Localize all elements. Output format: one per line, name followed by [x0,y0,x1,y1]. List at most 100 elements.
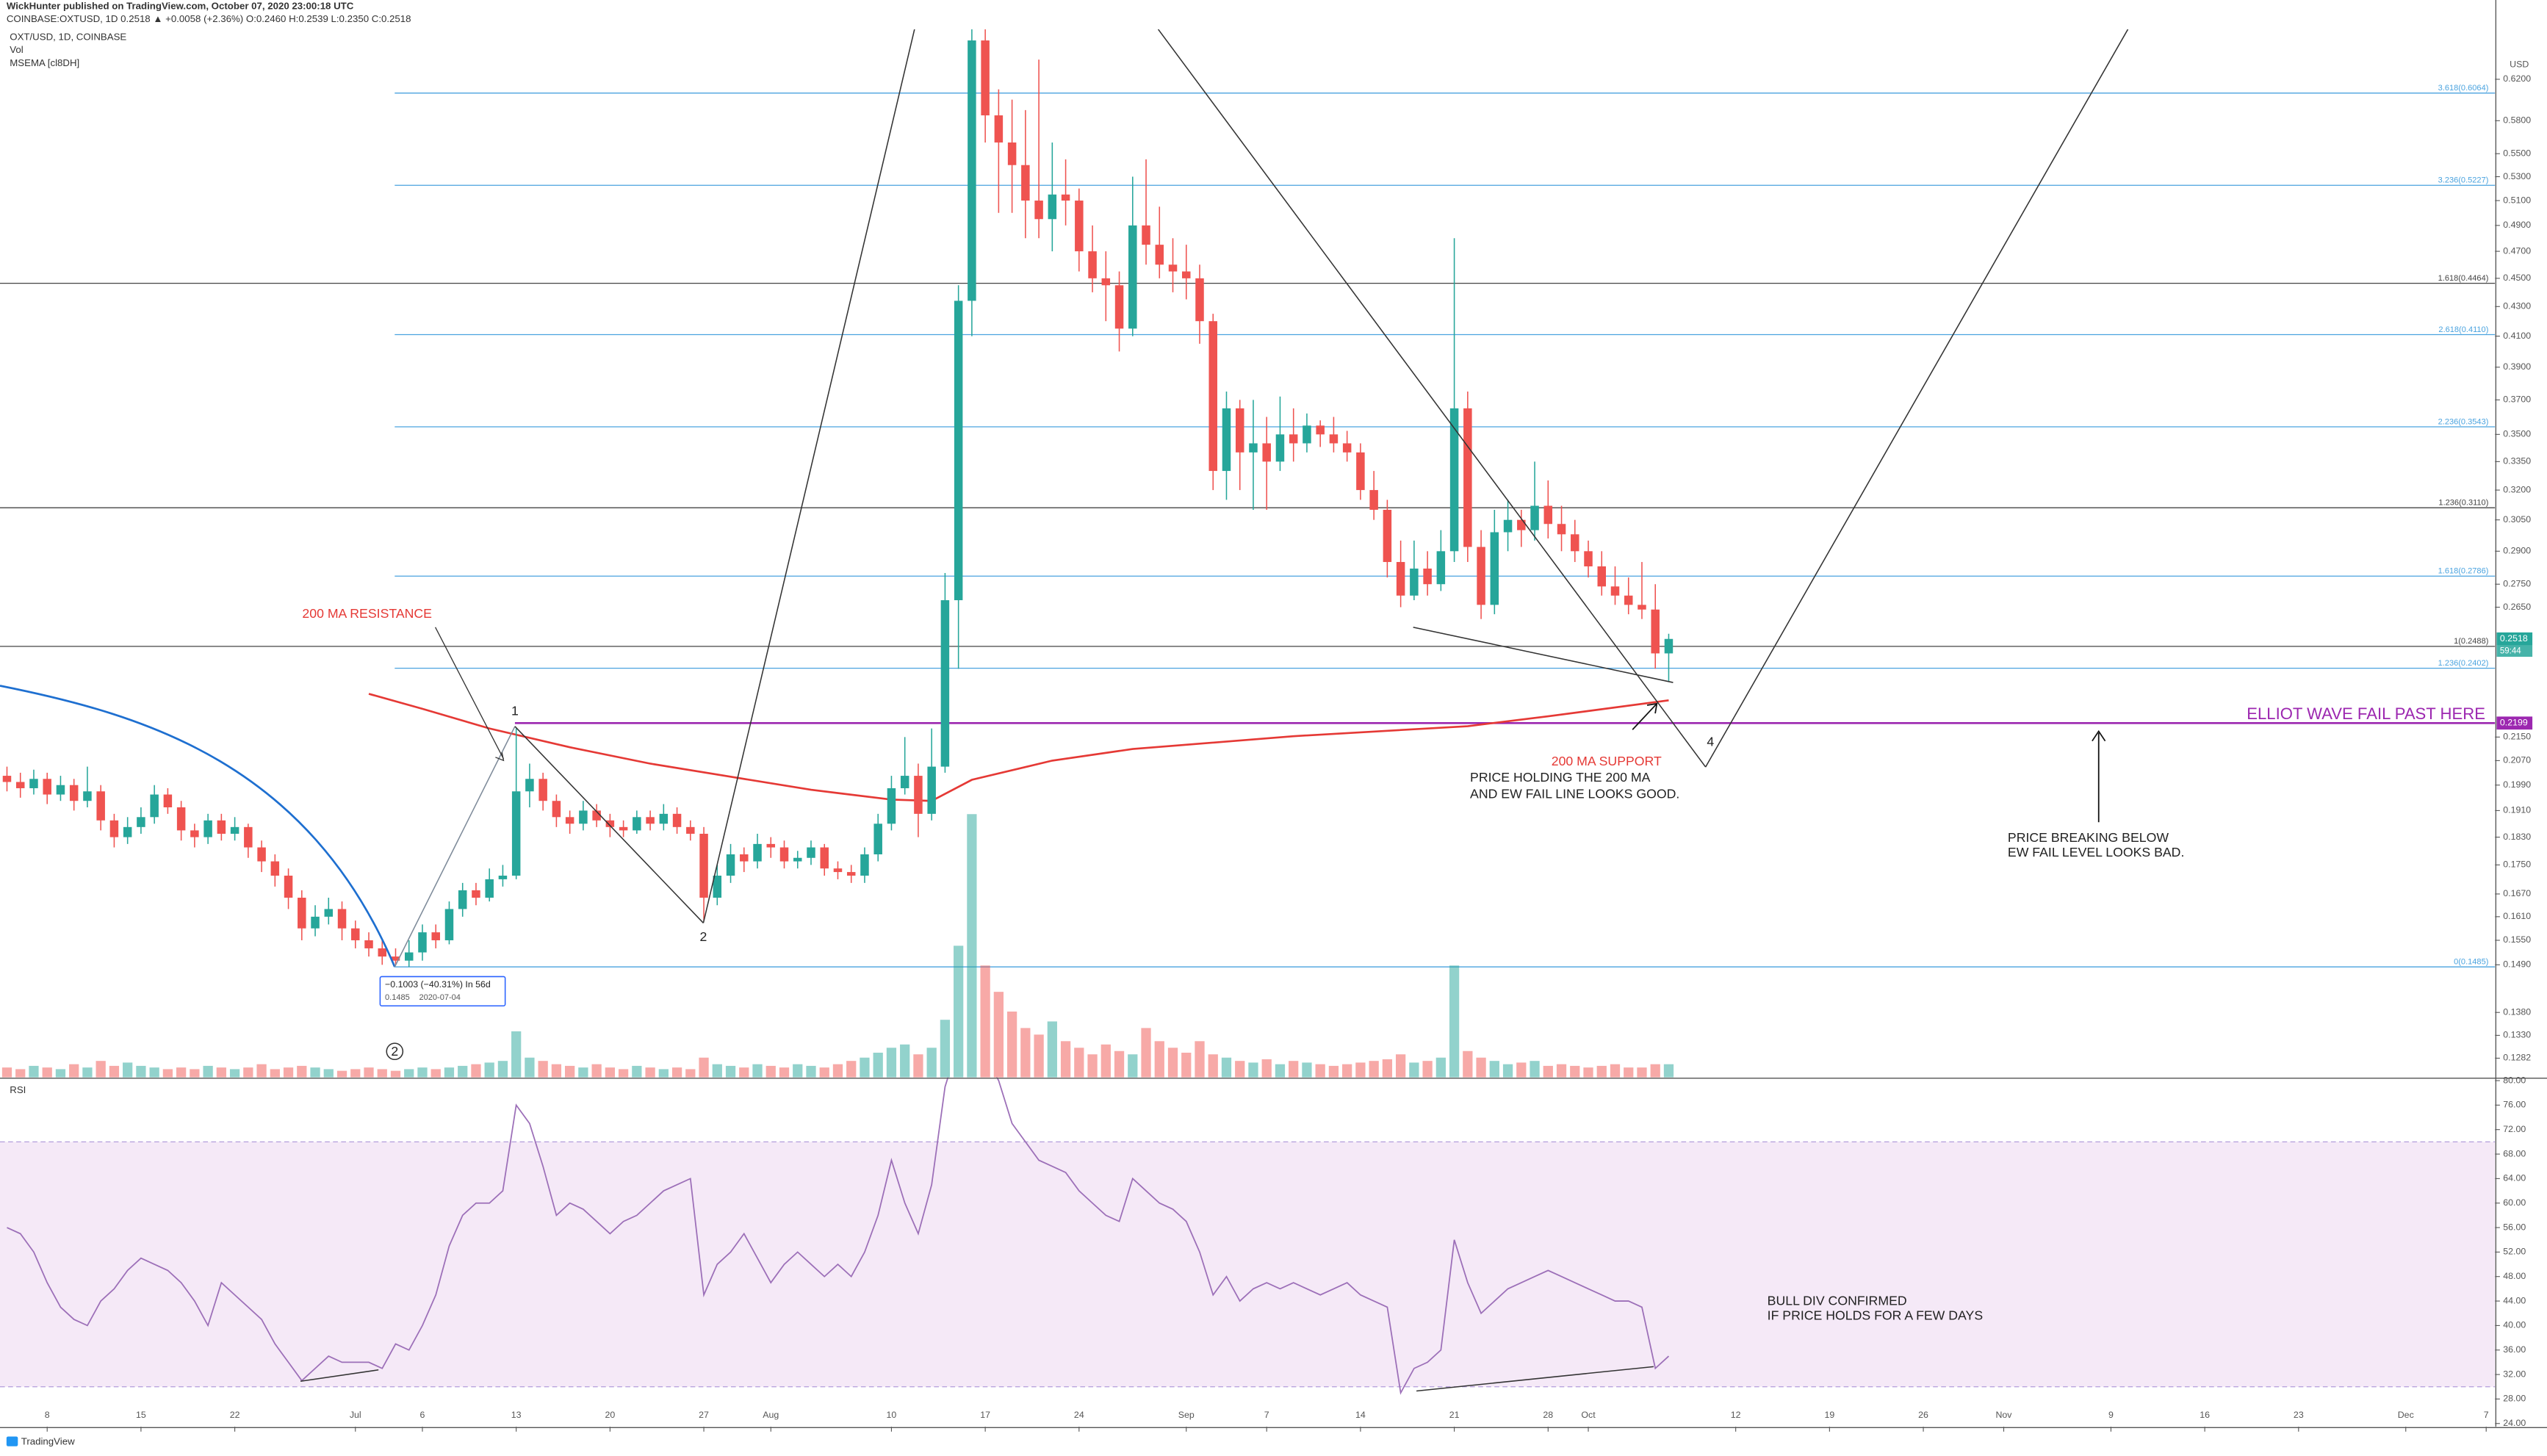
volume-bar [283,1067,294,1078]
volume-bar [725,1065,736,1078]
candle-body [284,875,293,898]
candle-body [1490,532,1499,605]
x-tick-label: 28 [1543,1410,1553,1420]
candle-body [1610,586,1620,596]
candle-body [1463,408,1472,547]
candle-body [56,785,65,795]
candle-body [833,868,843,873]
candle-body [1088,251,1097,278]
indicator-label: MSEMA [cl8DH] [10,57,79,68]
volume-bar [940,1020,951,1078]
x-tick-label: Dec [2398,1410,2414,1420]
fail-label: ELLIOT WAVE FAIL PAST HERE [2247,704,2485,723]
y-tick-label: 0.5300 [2503,171,2531,181]
volume-bar [832,1064,843,1078]
candle-body [1061,194,1070,201]
candle-body [270,861,280,876]
fib-label: 1.618(0.2786) [2438,567,2489,576]
volume-bar [471,1064,481,1078]
x-tick-label: 14 [1355,1410,1366,1420]
arrow-head [1646,702,1658,714]
candle-body [96,791,105,821]
candle-body [1195,278,1204,322]
y-tick-label: 0.5500 [2503,148,2531,158]
y-tick-label: 0.2650 [2503,602,2531,612]
candle-body [1222,408,1231,472]
y-tick-label: 0.4500 [2503,273,2531,283]
candle-body [203,820,212,837]
volume-bar [1556,1064,1567,1078]
candle-body [940,600,950,767]
divergence-line [300,1369,379,1383]
volume-bar [538,1061,548,1078]
y-tick-label: 0.1380 [2503,1006,2531,1017]
price-badge [2496,632,2533,646]
divergence-line [1416,1366,1654,1392]
arrow [1632,703,1657,730]
y-tick-label: 0.3350 [2503,456,2531,466]
volume-bar [565,1065,575,1078]
wave-circle [386,1042,404,1061]
volume-bar [1047,1021,1057,1078]
candle-body [298,898,306,929]
candle-body [511,791,521,876]
volume-bar [1624,1067,1634,1078]
volume-bar [1141,1028,1151,1078]
volume-bar [1489,1061,1499,1078]
annotation: EW FAIL LEVEL LOOKS BAD. [2008,845,2184,859]
x-tick-label: 24 [1074,1410,1084,1420]
candle-body [217,820,226,834]
volume-bar [1570,1065,1580,1078]
rsi-y-tick-label: 36.00 [2503,1344,2526,1355]
volume-bar [243,1067,253,1078]
candle-body [927,766,936,814]
candle-body [1651,609,1660,654]
publisher: WickHunter published on TradingView.com,… [7,0,354,11]
candle-body [592,810,601,821]
volume-bar [297,1065,307,1078]
volume-bar [1074,1048,1084,1078]
volume-bar [1395,1054,1406,1078]
volume-bar [1208,1054,1218,1078]
annotation: PRICE HOLDING THE 200 MA [1470,770,1651,785]
candle-body [565,817,574,824]
candle-body [900,776,909,788]
fib-label: 3.618(0.6064) [2438,84,2489,93]
candle-body [1638,605,1646,610]
candle-body [1423,568,1432,585]
fib-label: 3.236(0.5227) [2438,176,2489,185]
volume-bar [96,1061,106,1078]
candle-body [860,854,869,876]
volume-bar [1114,1050,1125,1078]
x-tick-label: 20 [605,1410,615,1420]
volume-bar [1422,1061,1433,1078]
y-tick-label: 0.5800 [2503,115,2531,126]
candle-body [364,940,373,948]
volume-bar [162,1069,173,1078]
y-tick-label: 0.1490 [2503,959,2531,970]
volume-bar [430,1069,441,1078]
rsi-y-tick-label: 24.00 [2503,1418,2526,1428]
volume-bar [270,1069,280,1078]
volume-bar [190,1069,200,1078]
candle-body [820,847,829,869]
rsi-y-tick-label: 76.00 [2503,1100,2526,1110]
annotation: AND EW FAIL LINE LOOKS GOOD. [1470,786,1679,801]
candle-body [1208,321,1217,472]
volume-bar [336,1070,347,1078]
y-tick-label: 0.3900 [2503,361,2531,372]
volume-bar [846,1061,857,1078]
volume-bar [1516,1062,1527,1078]
candle-body [726,854,735,876]
volume-bar [1369,1061,1379,1078]
arrow-head [2092,729,2106,742]
candle-body [1503,519,1513,533]
y-tick-label: 0.4100 [2503,331,2531,341]
candle-body [968,40,976,301]
volume-bar [1637,1067,1647,1078]
candle-body [378,948,387,957]
wave-line [702,29,915,923]
volume-bar [578,1067,588,1078]
volume-bar [444,1067,455,1078]
y-tick-label: 0.1990 [2503,779,2531,790]
